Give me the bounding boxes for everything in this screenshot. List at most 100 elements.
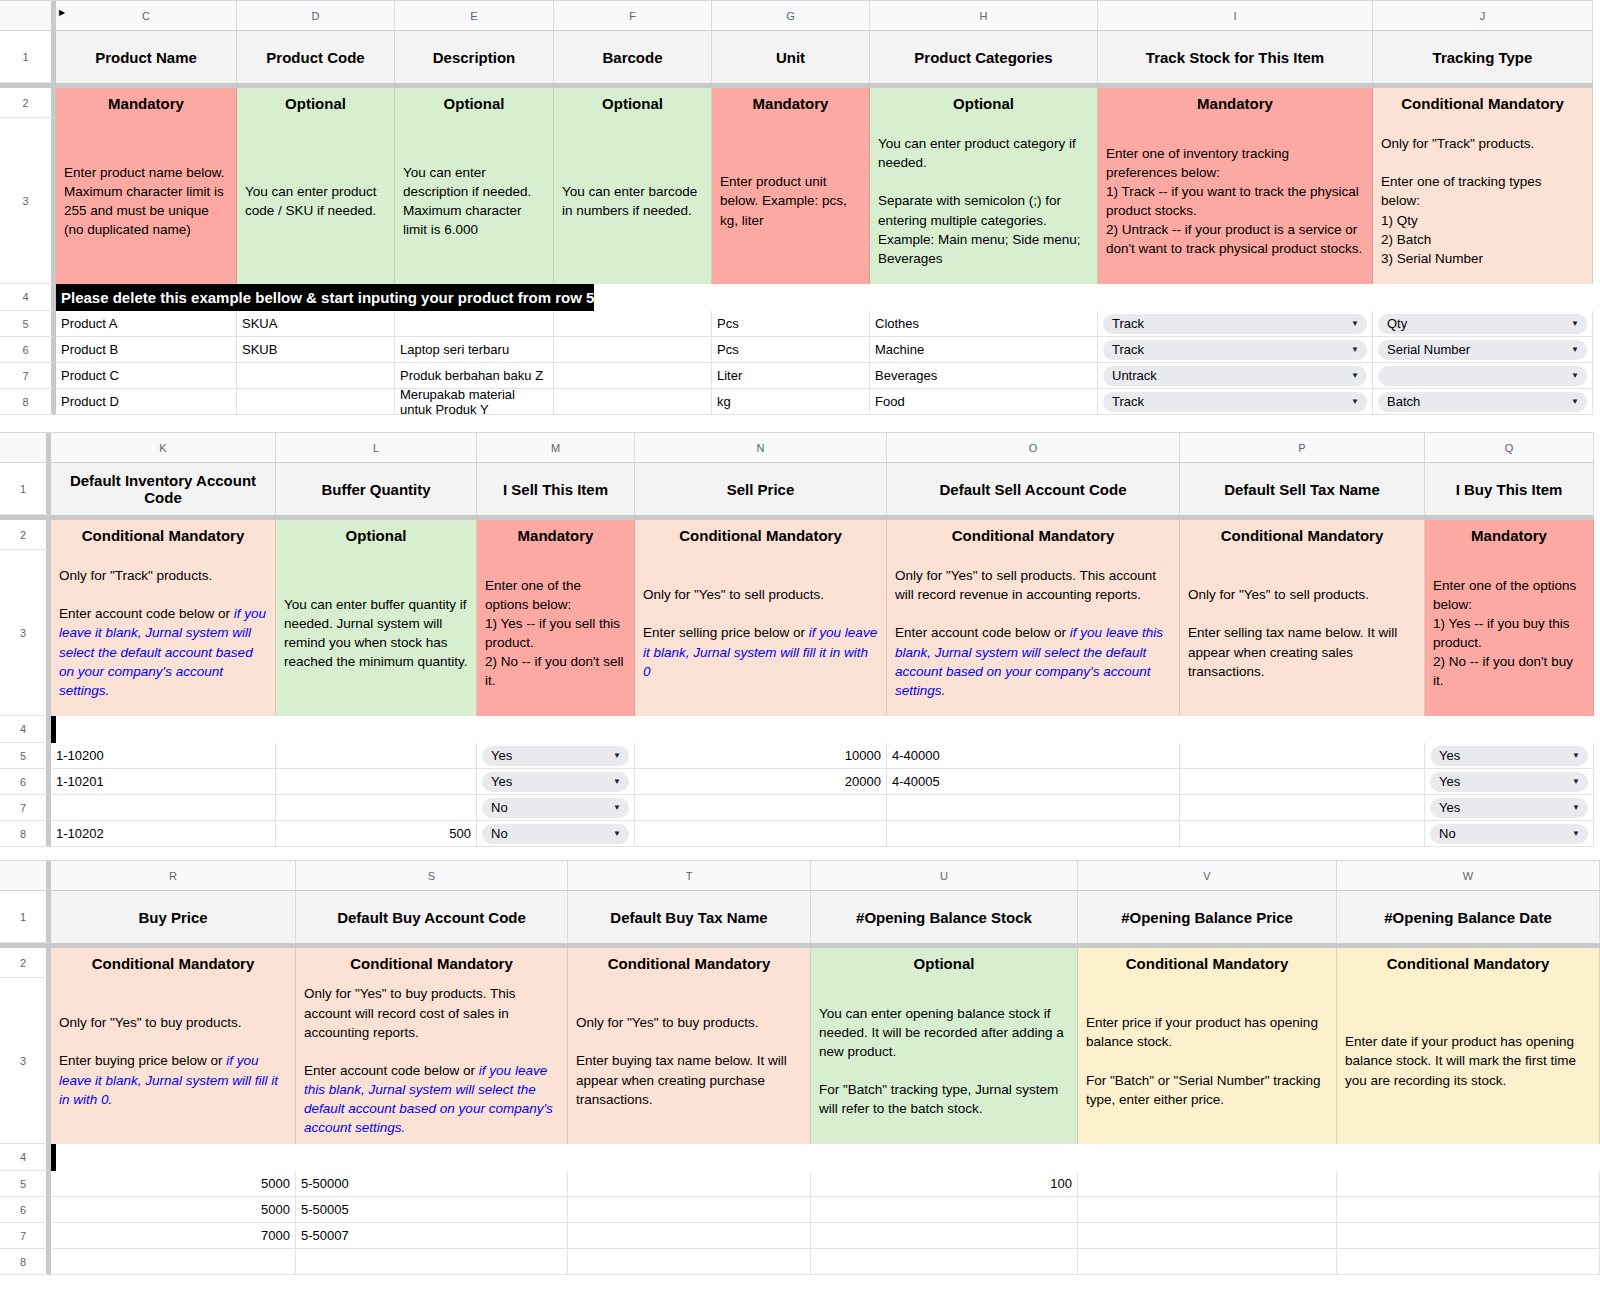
note-cell[interactable]: Enter one of inventory tracking preferen… <box>1098 118 1373 284</box>
data-cell[interactable] <box>276 769 477 795</box>
data-cell[interactable]: 5000 <box>51 1197 296 1223</box>
note-cell[interactable]: Enter one of the options below: 1) Yes -… <box>477 550 635 716</box>
row-number[interactable]: 2 <box>0 948 51 978</box>
column-letter-v[interactable]: V <box>1078 861 1337 890</box>
note-cell[interactable]: You can enter opening balance stock if n… <box>811 978 1078 1144</box>
status-cell[interactable]: Optional <box>237 88 395 118</box>
data-cell[interactable] <box>1337 1197 1600 1223</box>
data-cell[interactable] <box>554 337 712 363</box>
data-cell[interactable] <box>1078 1197 1337 1223</box>
i-sell-dropdown[interactable]: Yes▼ <box>477 769 635 795</box>
row-number[interactable]: 7 <box>0 1223 51 1249</box>
corner-cell[interactable] <box>0 433 51 462</box>
note-cell[interactable]: Only for "Yes" to sell products. This ac… <box>887 550 1180 716</box>
column-letter-c[interactable]: ▶C <box>56 1 237 30</box>
row-number[interactable]: 4 <box>0 1144 51 1171</box>
tracking-type-dropdown[interactable]: Serial Number▼ <box>1373 337 1593 363</box>
data-cell[interactable]: 5000 <box>51 1171 296 1197</box>
data-cell[interactable] <box>1078 1171 1337 1197</box>
data-cell[interactable]: 10000 <box>635 743 887 769</box>
data-cell[interactable] <box>635 821 887 847</box>
data-cell[interactable]: 1-10201 <box>51 769 276 795</box>
data-cell[interactable]: 500 <box>276 821 477 847</box>
data-cell[interactable]: Produk berbahan baku Z <box>395 363 554 389</box>
data-cell[interactable]: 20000 <box>635 769 887 795</box>
header-opening-balance-date[interactable]: #Opening Balance Date <box>1337 891 1600 943</box>
row-number[interactable]: 6 <box>0 769 51 795</box>
column-letter-n[interactable]: N <box>635 433 887 462</box>
column-letter-d[interactable]: D <box>237 1 395 30</box>
data-cell[interactable]: SKUB <box>237 337 395 363</box>
tracking-type-dropdown[interactable]: Qty▼ <box>1373 311 1593 337</box>
status-cell[interactable]: Mandatory <box>1425 520 1594 550</box>
data-cell[interactable]: Laptop seri terbaru <box>395 337 554 363</box>
data-cell[interactable] <box>1078 1223 1337 1249</box>
header-product-code[interactable]: Product Code <box>237 31 395 83</box>
i-buy-dropdown[interactable]: Yes▼ <box>1425 743 1594 769</box>
data-cell[interactable]: 5-50007 <box>296 1223 568 1249</box>
data-cell[interactable]: 4-40005 <box>887 769 1180 795</box>
column-letter-h[interactable]: H <box>870 1 1098 30</box>
row-number[interactable]: 5 <box>0 743 51 769</box>
column-letter-m[interactable]: M <box>477 433 635 462</box>
status-cell[interactable]: Conditional Mandatory <box>887 520 1180 550</box>
data-cell[interactable] <box>568 1223 811 1249</box>
row-number[interactable]: 7 <box>0 795 51 821</box>
note-cell[interactable]: Enter price if your product has opening … <box>1078 978 1337 1144</box>
data-cell[interactable] <box>811 1249 1078 1275</box>
data-cell[interactable] <box>276 743 477 769</box>
header-product-categories[interactable]: Product Categories <box>870 31 1098 83</box>
instruction-banner[interactable] <box>51 1144 56 1171</box>
data-cell[interactable]: kg <box>712 389 870 415</box>
column-letter-u[interactable]: U <box>811 861 1078 890</box>
data-cell[interactable] <box>237 389 395 415</box>
note-cell[interactable]: Only for "Yes" to sell products. Enter s… <box>1180 550 1425 716</box>
column-letter-f[interactable]: F <box>554 1 712 30</box>
status-cell[interactable]: Conditional Mandatory <box>1180 520 1425 550</box>
header-default-sell-account[interactable]: Default Sell Account Code <box>887 463 1180 515</box>
data-cell[interactable] <box>1180 795 1425 821</box>
column-letter-r[interactable]: R <box>51 861 296 890</box>
data-cell[interactable]: 1-10202 <box>51 821 276 847</box>
i-sell-dropdown[interactable]: No▼ <box>477 821 635 847</box>
status-cell[interactable]: Mandatory <box>56 88 237 118</box>
row-number[interactable]: 3 <box>0 550 51 716</box>
header-product-name[interactable]: Product Name <box>56 31 237 83</box>
data-cell[interactable] <box>554 363 712 389</box>
column-letter-s[interactable]: S <box>296 861 568 890</box>
row-number[interactable]: 5 <box>0 311 56 337</box>
track-stock-dropdown[interactable]: Track▼ <box>1098 337 1373 363</box>
row-number[interactable]: 3 <box>0 118 56 284</box>
header-opening-balance-stock[interactable]: #Opening Balance Stock <box>811 891 1078 943</box>
data-cell[interactable]: 5-50005 <box>296 1197 568 1223</box>
corner-cell[interactable] <box>0 1 56 30</box>
data-cell[interactable]: Pcs <box>712 311 870 337</box>
column-letter-p[interactable]: P <box>1180 433 1425 462</box>
header-sell-price[interactable]: Sell Price <box>635 463 887 515</box>
i-buy-dropdown[interactable]: No▼ <box>1425 821 1594 847</box>
data-cell[interactable]: 4-40000 <box>887 743 1180 769</box>
corner-cell[interactable] <box>0 861 51 890</box>
note-cell[interactable]: Only for "Track" products. Enter account… <box>51 550 276 716</box>
data-cell[interactable] <box>568 1171 811 1197</box>
row-number[interactable]: 3 <box>0 978 51 1144</box>
column-letter-w[interactable]: W <box>1337 861 1600 890</box>
data-cell[interactable] <box>1337 1249 1600 1275</box>
data-cell[interactable]: 7000 <box>51 1223 296 1249</box>
track-stock-dropdown[interactable]: Untrack▼ <box>1098 363 1373 389</box>
column-letter-j[interactable]: J <box>1373 1 1593 30</box>
data-cell[interactable]: SKUA <box>237 311 395 337</box>
note-cell[interactable]: Enter product name below. Maximum charac… <box>56 118 237 284</box>
header-unit[interactable]: Unit <box>712 31 870 83</box>
header-track-stock[interactable]: Track Stock for This Item <box>1098 31 1373 83</box>
note-cell[interactable]: Only for "Yes" to buy products. This acc… <box>296 978 568 1144</box>
column-letter-o[interactable]: O <box>887 433 1180 462</box>
header-buy-price[interactable]: Buy Price <box>51 891 296 943</box>
status-cell[interactable]: Conditional Mandatory <box>1373 88 1593 118</box>
status-cell[interactable]: Conditional Mandatory <box>51 948 296 978</box>
data-cell[interactable] <box>296 1249 568 1275</box>
data-cell[interactable] <box>635 795 887 821</box>
data-cell[interactable] <box>51 1249 296 1275</box>
data-cell[interactable] <box>811 1197 1078 1223</box>
column-letter-e[interactable]: E <box>395 1 554 30</box>
